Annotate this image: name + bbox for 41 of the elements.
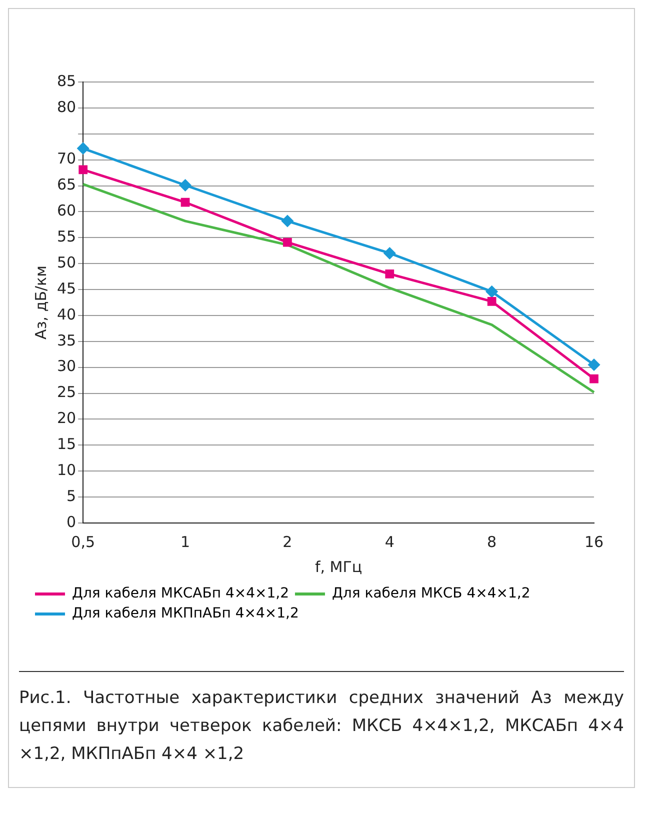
x-tick-label: 2 <box>282 532 292 551</box>
point <box>385 270 394 278</box>
y-tick-label: 25 <box>56 383 76 402</box>
point <box>590 374 598 384</box>
y-tick-label: 30 <box>56 357 76 376</box>
y-tick-label: 60 <box>56 202 76 220</box>
y-tick-label: 50 <box>56 253 76 272</box>
legend-label: Для кабеля МКСБ 4×4×1,2 <box>332 586 530 602</box>
x-tick-label: 16 <box>584 532 604 551</box>
point <box>180 179 192 191</box>
legend-label: Для кабеля МКПпАБп 4×4×1,2 <box>72 606 299 622</box>
x-axis-title: f, МГц <box>314 558 362 576</box>
point <box>486 286 498 298</box>
point <box>283 238 292 247</box>
y-tick-label: 35 <box>56 331 76 350</box>
point <box>78 165 88 174</box>
point <box>384 247 396 259</box>
point <box>487 297 496 306</box>
x-tick-label: 8 <box>487 532 497 551</box>
y-axis-title: Аз, дБ/км <box>32 266 50 340</box>
point <box>282 215 294 227</box>
point <box>588 359 600 371</box>
x-tick-label: 1 <box>180 532 190 551</box>
y-tick-label: 10 <box>56 461 76 480</box>
y-tick-label: 70 <box>56 150 76 168</box>
y-tick-label: 40 <box>56 305 76 324</box>
y-tick-label: 20 <box>56 409 76 428</box>
y-tick-label: 65 <box>56 176 76 194</box>
y-tick-label: 55 <box>56 228 76 246</box>
y-tick-label: 45 <box>56 279 76 298</box>
y-tick-label: 80 <box>56 98 76 116</box>
point <box>180 198 190 207</box>
x-tick-label: 0,5 <box>71 532 96 551</box>
y-tick-label: 0 <box>66 512 76 531</box>
legend-label: Для кабеля МКСАБп 4×4×1,2 <box>72 586 289 602</box>
y-tick-label: 85 <box>56 72 76 90</box>
x-tick-label: 4 <box>384 532 394 551</box>
y-tick-label: 15 <box>56 435 76 454</box>
point <box>77 142 89 154</box>
y-tick-label: 5 <box>66 486 76 505</box>
text: Рис.1. Частотные характеристики средних значений Аз между цепями внутри четверок кабелей: МКСБ 4×4×1,2, МКСАБп 4×4 ×1,2, МКПпАБп 4×4 ×1,2 <box>19 687 624 766</box>
